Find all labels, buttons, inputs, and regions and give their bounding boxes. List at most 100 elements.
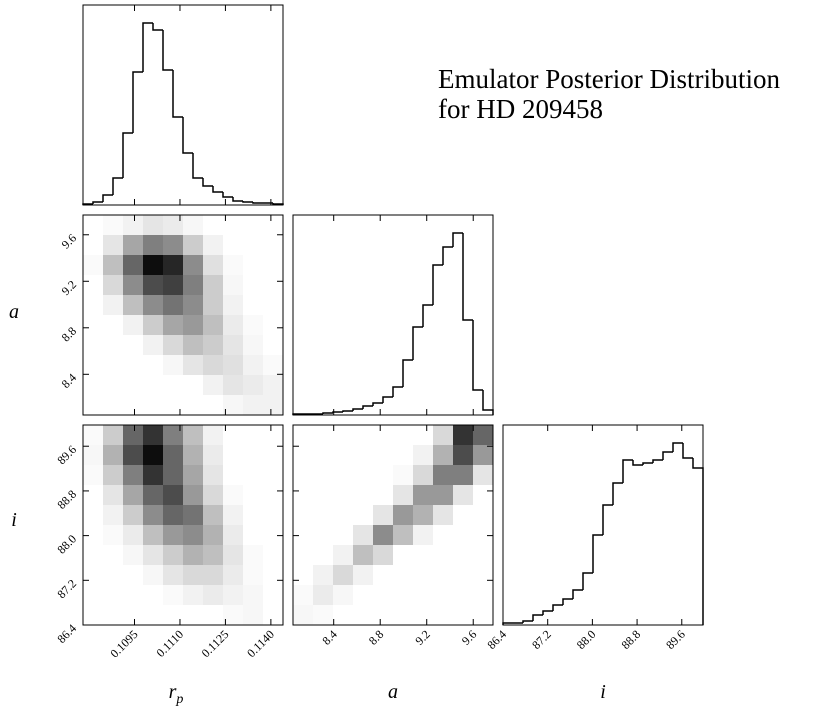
density-cell (293, 545, 313, 565)
density-cell (163, 445, 183, 465)
density-cell (353, 445, 373, 465)
density-cell (223, 585, 243, 605)
density-cell (263, 355, 283, 375)
density-cell (83, 235, 103, 255)
histogram-step (332, 411, 343, 413)
density-cell (123, 375, 143, 395)
y-axis-label: i (11, 509, 17, 531)
histogram-step (692, 458, 704, 625)
density-cell (143, 545, 163, 565)
title-line: for HD 209458 (438, 94, 603, 124)
density-cell (223, 255, 243, 275)
density-cell (163, 505, 183, 525)
density-cell (263, 525, 283, 545)
density-cell (163, 485, 183, 505)
density-cell (333, 525, 353, 545)
density-cell (83, 545, 103, 565)
density-cell (333, 605, 353, 625)
density-cell (313, 505, 333, 525)
density-cell (163, 255, 183, 275)
density-cell (103, 525, 123, 545)
histogram-step (432, 264, 443, 305)
density-cell (243, 605, 263, 625)
density-cell (163, 545, 183, 565)
histogram-step (482, 390, 494, 415)
histogram-step (602, 504, 613, 535)
histogram-step (472, 320, 483, 391)
density-cell (183, 275, 203, 295)
density-cell (263, 235, 283, 255)
density-cell (223, 565, 243, 585)
title-line: Emulator Posterior Distribution (438, 64, 780, 94)
density-cell (203, 355, 223, 375)
density-cell (103, 465, 123, 485)
density-cell (143, 425, 163, 445)
density-cell (183, 315, 203, 335)
density-cell (143, 235, 163, 255)
density-cell (163, 525, 183, 545)
density-cell (453, 565, 473, 585)
density-cell (83, 525, 103, 545)
density-cell (183, 605, 203, 625)
density-cell (243, 485, 263, 505)
density-cell (263, 545, 283, 565)
density-cell (143, 585, 163, 605)
density-cell (123, 565, 143, 585)
density-cell (183, 235, 203, 255)
density-cell (83, 485, 103, 505)
density-cell (103, 585, 123, 605)
density-cell (83, 375, 103, 395)
density-cell (203, 465, 223, 485)
density-cell (433, 425, 453, 445)
density-cell (293, 485, 313, 505)
histogram-step (222, 192, 233, 198)
density-cell (203, 375, 223, 395)
histogram-step (642, 462, 653, 465)
density-cell (313, 485, 333, 505)
histogram-step (232, 197, 243, 202)
density-cell (243, 445, 263, 465)
x-axis-label: rp (169, 681, 184, 707)
density-cell (123, 215, 143, 235)
density-cell (203, 545, 223, 565)
y-tick-label: 89.6 (54, 442, 79, 467)
density-cell (373, 485, 393, 505)
density-cell (143, 215, 163, 235)
density-cell (473, 485, 493, 505)
density-cell (353, 585, 373, 605)
density-cell (203, 275, 223, 295)
density-cell (413, 605, 433, 625)
density-cell (223, 505, 243, 525)
density-cell (263, 485, 283, 505)
density-cell (413, 505, 433, 525)
density-cell (183, 445, 203, 465)
density-cell (243, 565, 263, 585)
density-cell (293, 585, 313, 605)
density-cell (183, 505, 203, 525)
density-cell (293, 425, 313, 445)
density-cell (433, 565, 453, 585)
density-cell (143, 295, 163, 315)
density-cell (143, 315, 163, 335)
density-cell (83, 395, 103, 415)
density-cell (103, 485, 123, 505)
density-cell (243, 295, 263, 315)
density-cell (373, 585, 393, 605)
density-cell (123, 255, 143, 275)
density-cell (243, 505, 263, 525)
density-cell (293, 445, 313, 465)
density-cell (183, 545, 203, 565)
density-cell (263, 605, 283, 625)
histogram-step (442, 246, 453, 265)
density-cell (163, 235, 183, 255)
density-cell (373, 505, 393, 525)
density-cell (263, 315, 283, 335)
density-cell (83, 505, 103, 525)
density-cell (103, 335, 123, 355)
density-cell (453, 485, 473, 505)
density-cell (453, 425, 473, 445)
density-cell (143, 275, 163, 295)
density-cell (203, 215, 223, 235)
density-cell (413, 545, 433, 565)
y-tick-label: 8.4 (59, 371, 80, 392)
